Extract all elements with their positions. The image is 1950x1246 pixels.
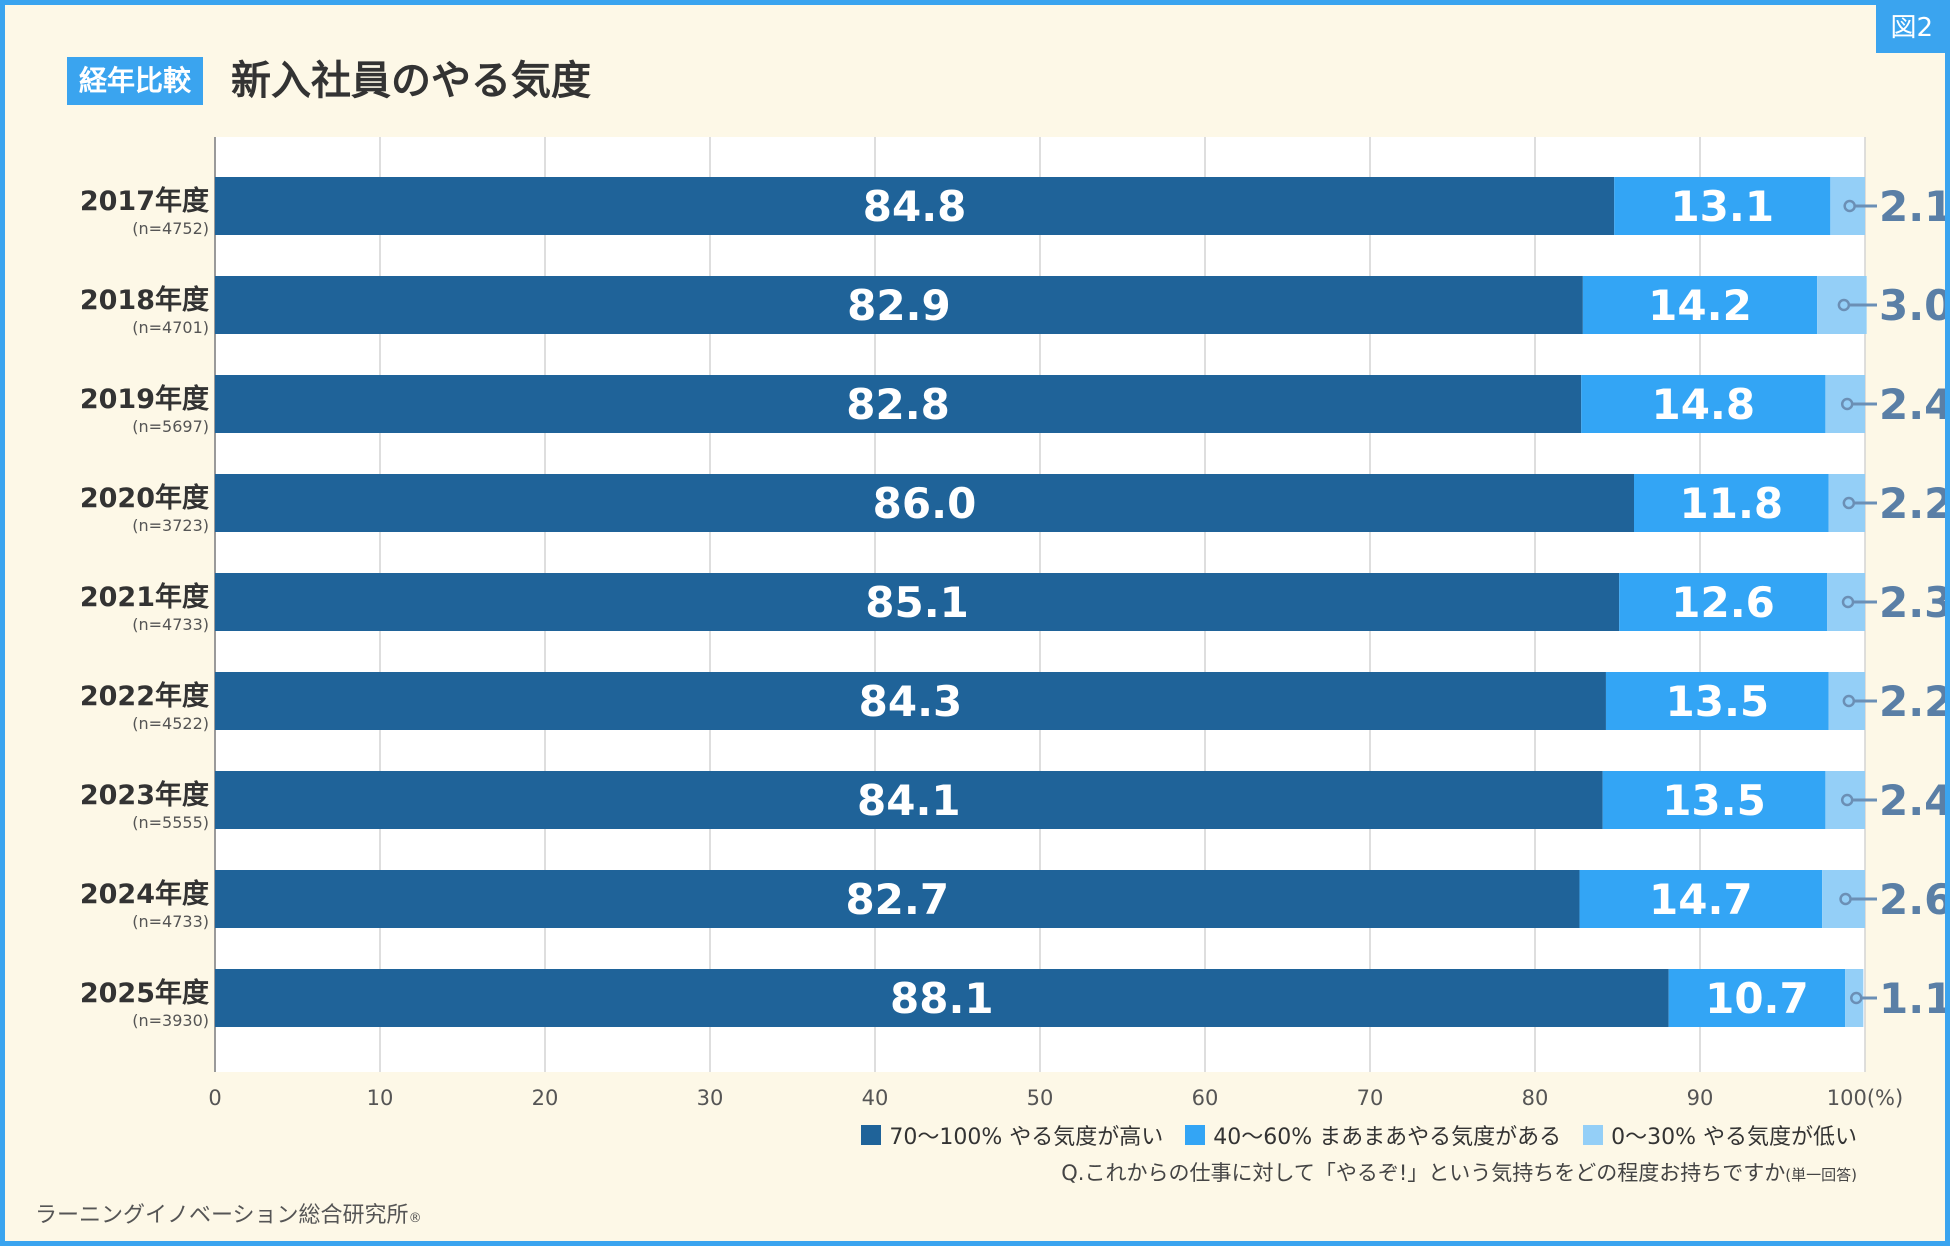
- x-tick-label: 70: [1357, 1086, 1384, 1110]
- category-label: 2022年度: [80, 680, 209, 712]
- bar-segment-2: [1845, 969, 1864, 1027]
- sample-size-label: (n=5697): [132, 417, 209, 436]
- category-label: 2017年度: [80, 185, 209, 217]
- x-tick-label: 40: [862, 1086, 889, 1110]
- footer-credit: ラーニングイノベーション総合研究所®: [35, 1197, 422, 1229]
- footer-org: ラーニングイノベーション総合研究所: [35, 1203, 409, 1228]
- x-tick-label: 90: [1687, 1086, 1714, 1110]
- category-label: 2020年度: [80, 482, 209, 514]
- data-label-outside: 2.6: [1879, 875, 1945, 924]
- sample-size-label: (n=4752): [132, 219, 209, 238]
- legend-label-low: 0～30% やる気度が低い: [1611, 1125, 1857, 1150]
- sample-size-label: (n=3723): [132, 516, 209, 535]
- data-label: 84.1: [857, 776, 961, 825]
- data-label: 14.2: [1648, 281, 1752, 330]
- x-axis-ticks: 0 10 20 30 40 50 60 70 80 90 100(%): [208, 1086, 1903, 1110]
- bar-segment-1: [1581, 375, 1826, 433]
- bar-segment-0: [215, 969, 1669, 1027]
- survey-question: Q.これからの仕事に対して「やるぞ!」という気持ちをどの程度お持ちですか(単一回…: [1061, 1157, 1857, 1187]
- data-label: 13.1: [1670, 182, 1774, 231]
- data-label: 88.1: [890, 974, 994, 1023]
- category-label: 2024年度: [80, 878, 209, 910]
- x-tick-label: 20: [532, 1086, 559, 1110]
- bar-segment-1: [1579, 870, 1823, 928]
- legend-label-mid: 40～60% まあまあやる気度がある: [1213, 1125, 1562, 1150]
- data-label-outside: 3.0: [1879, 281, 1945, 330]
- data-label-outside: 2.3: [1879, 578, 1945, 627]
- data-label: 86.0: [873, 479, 977, 528]
- legend-swatch-high: [861, 1125, 882, 1145]
- sample-size-label: (n=4522): [132, 714, 209, 733]
- bar-segment-1: [1602, 771, 1826, 829]
- bar-segment-0: [215, 573, 1620, 631]
- sample-size-label: (n=5555): [132, 813, 209, 832]
- bar-segment-0: [215, 474, 1634, 532]
- chart-title: 新入社員のやる気度: [231, 58, 591, 104]
- data-label-outside: 2.4: [1879, 776, 1945, 825]
- legend: 70～100% やる気度が高い 40～60% まあまあやる気度がある 0～30%…: [861, 1119, 1857, 1151]
- sample-size-label: (n=4733): [132, 912, 209, 931]
- sample-size-label: (n=3930): [132, 1011, 209, 1030]
- data-label: 11.8: [1680, 479, 1784, 528]
- category-label: 2025年度: [80, 977, 209, 1009]
- x-tick-label: 100(%): [1827, 1086, 1903, 1110]
- legend-item-high: 70～100% やる気度が高い: [861, 1119, 1163, 1151]
- data-label: 12.6: [1671, 578, 1775, 627]
- bar-segment-1: [1605, 672, 1829, 730]
- bar-segment-1: [1582, 276, 1818, 334]
- legend-item-low: 0～30% やる気度が低い: [1583, 1119, 1857, 1151]
- data-label: 10.7: [1705, 974, 1809, 1023]
- x-tick-label: 0: [208, 1086, 221, 1110]
- sample-size-label: (n=4733): [132, 615, 209, 634]
- legend-item-mid: 40～60% まあまあやる気度がある: [1185, 1119, 1561, 1151]
- question-note: (単一回答): [1785, 1166, 1857, 1184]
- x-tick-label: 50: [1027, 1086, 1054, 1110]
- data-label: 85.1: [865, 578, 969, 627]
- x-tick-label: 30: [697, 1086, 724, 1110]
- stacked-bar-chart: 84.8 13.1 2.1 82.9 14.2 3.0 82.8 14.8 2.4 86.0 11.…: [80, 137, 1945, 1110]
- data-label: 13.5: [1662, 776, 1766, 825]
- bar-segment-1: [1634, 474, 1829, 532]
- bar-segment-1: [1668, 969, 1846, 1027]
- bars: 84.8 13.1 2.1 82.9 14.2 3.0 82.8 14.8 2.4 86.0 11.…: [215, 177, 1945, 1027]
- legend-label-high: 70～100% やる気度が高い: [889, 1125, 1164, 1150]
- category-label: 2023年度: [80, 779, 209, 811]
- data-label: 14.7: [1649, 875, 1753, 924]
- category-label: 2018年度: [80, 284, 209, 316]
- data-label-outside: 2.1: [1879, 182, 1945, 231]
- figure-tag: 図2: [1876, 5, 1945, 53]
- bar-segment-0: [215, 177, 1615, 235]
- bar-segment-1: [1619, 573, 1828, 631]
- x-tick-label: 80: [1522, 1086, 1549, 1110]
- data-label: 84.3: [859, 677, 963, 726]
- data-label-outside: 2.2: [1879, 479, 1945, 528]
- data-label: 82.8: [846, 380, 950, 429]
- legend-swatch-low: [1583, 1125, 1604, 1145]
- category-label: 2021年度: [80, 581, 209, 613]
- bar-segment-0: [215, 771, 1603, 829]
- y-axis-labels: 2017年度 (n=4752) 2018年度 (n=4701) 2019年度 (n=569…: [80, 185, 209, 1030]
- data-label: 14.8: [1651, 380, 1755, 429]
- category-label: 2019年度: [80, 383, 209, 415]
- bar-segment-0: [215, 672, 1606, 730]
- x-tick-label: 60: [1192, 1086, 1219, 1110]
- bar-segment-0: [215, 276, 1583, 334]
- bar-segment-0: [215, 375, 1582, 433]
- data-label-outside: 2.4: [1879, 380, 1945, 429]
- x-tick-label: 10: [367, 1086, 394, 1110]
- data-label-outside: 2.2: [1879, 677, 1945, 726]
- data-label: 82.9: [847, 281, 951, 330]
- bar-segment-1: [1614, 177, 1831, 235]
- data-label: 13.5: [1666, 677, 1770, 726]
- footer-mark: ®: [408, 1211, 422, 1226]
- title-badge: 経年比較: [67, 57, 204, 105]
- data-label-outside: 1.1: [1879, 974, 1945, 1023]
- data-label: 84.8: [863, 182, 967, 231]
- data-label: 82.7: [845, 875, 949, 924]
- bar-segment-0: [215, 870, 1580, 928]
- question-text: Q.これからの仕事に対して「やるぞ!」という気持ちをどの程度お持ちですか: [1061, 1161, 1786, 1185]
- sample-size-label: (n=4701): [132, 318, 209, 337]
- legend-swatch-mid: [1185, 1125, 1206, 1145]
